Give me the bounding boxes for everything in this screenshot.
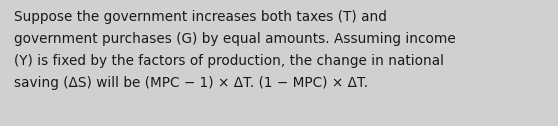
Text: (Y) is fixed by the factors of production, the change in national: (Y) is fixed by the factors of productio… <box>14 54 444 68</box>
Text: saving (ΔS) will be (MPC − 1) × ΔT. (1 − MPC) × ΔT.: saving (ΔS) will be (MPC − 1) × ΔT. (1 −… <box>14 76 368 90</box>
Text: Suppose the government increases both taxes (T) and: Suppose the government increases both ta… <box>14 10 387 24</box>
Text: government purchases (G) by equal amounts. Assuming income: government purchases (G) by equal amount… <box>14 32 456 46</box>
